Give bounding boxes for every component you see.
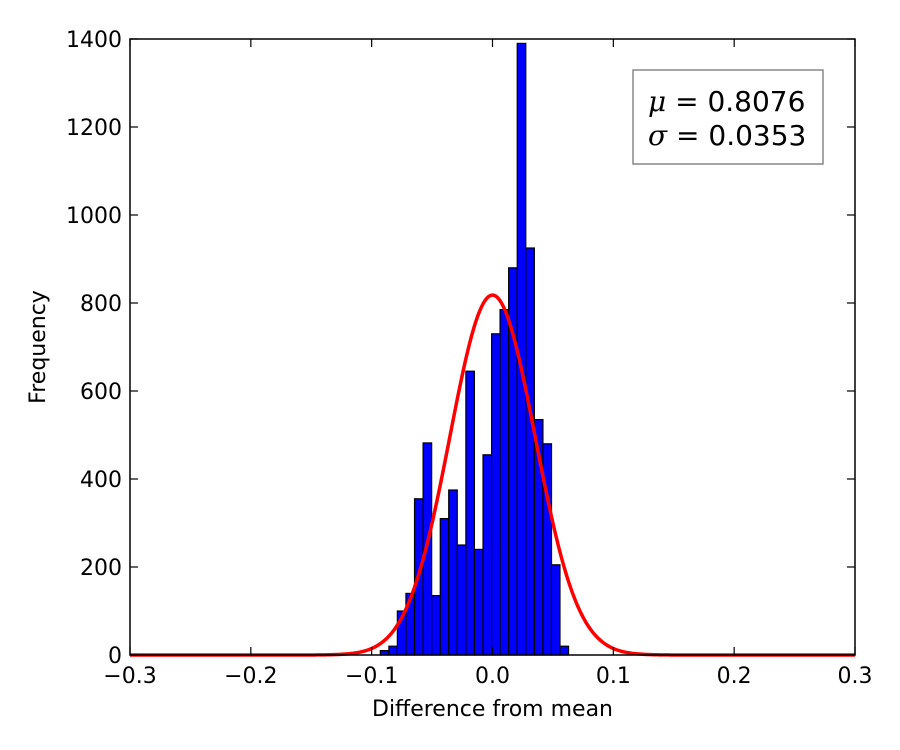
histogram-bars (379, 42, 570, 656)
sigma-symbol: σ (648, 119, 668, 152)
legend-sigma-entry: σ = 0.0353 (648, 119, 806, 152)
y-tick-label: 400 (80, 468, 122, 493)
histogram-bar (499, 309, 510, 656)
x-tick-label: 0.1 (596, 664, 631, 689)
histogram-bar (559, 645, 570, 656)
histogram-bar (431, 594, 441, 656)
histogram-bar (491, 333, 501, 656)
histogram-bar (456, 544, 467, 656)
y-tick-label: 1000 (66, 204, 122, 229)
histogram-bar (525, 247, 535, 656)
mu-value: = 0.8076 (666, 85, 805, 118)
y-tick-label: 1400 (66, 28, 122, 53)
y-axis-label: Frequency (26, 290, 51, 404)
x-tick-label: −0.2 (224, 664, 277, 689)
x-axis-label: Difference from mean (372, 697, 613, 722)
y-tick-label: 600 (80, 380, 122, 405)
legend-mu-entry: μ = 0.8076 (648, 85, 805, 118)
histogram-bar (439, 517, 450, 656)
legend-frame (632, 69, 824, 165)
plot-frame (129, 38, 856, 656)
x-tick-label: −0.3 (103, 664, 156, 689)
histogram-bar (473, 548, 484, 656)
y-tick-label: 0 (108, 644, 122, 669)
y-tick-label: 800 (80, 292, 122, 317)
sigma-value: = 0.0353 (667, 119, 806, 152)
histogram-bar (550, 564, 561, 656)
x-tick-label: 0.0 (475, 664, 510, 689)
histogram-bar (482, 454, 493, 656)
legend-box: μ = 0.8076 σ = 0.0353 (632, 69, 824, 165)
y-tick-label: 1200 (66, 116, 122, 141)
x-tick-label: 0.2 (717, 664, 752, 689)
x-tick-label: 0.3 (838, 664, 873, 689)
y-tick-label: 200 (80, 556, 122, 581)
y-tick-labels: 0 200 400 600 800 1000 1200 1400 (66, 28, 122, 669)
histogram-bar (448, 489, 458, 656)
x-tick-labels: −0.3 −0.2 −0.1 0.0 0.1 0.2 0.3 (103, 664, 872, 689)
histogram-bar (388, 645, 399, 656)
mu-symbol: μ (648, 85, 666, 118)
histogram-bar (465, 370, 476, 656)
x-tick-label: −0.1 (345, 664, 398, 689)
